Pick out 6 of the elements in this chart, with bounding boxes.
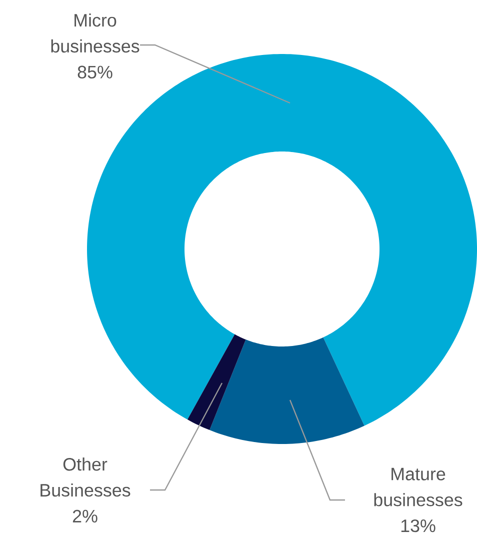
data-label: 85%: [78, 66, 112, 78]
slice-label: Micro businesses: [51, 14, 140, 53]
data-label: 2%: [72, 510, 98, 522]
slice-label: Other Businesses: [40, 458, 130, 497]
data-label: 13%: [401, 519, 436, 532]
slice-label: Mature businesses: [374, 468, 462, 506]
